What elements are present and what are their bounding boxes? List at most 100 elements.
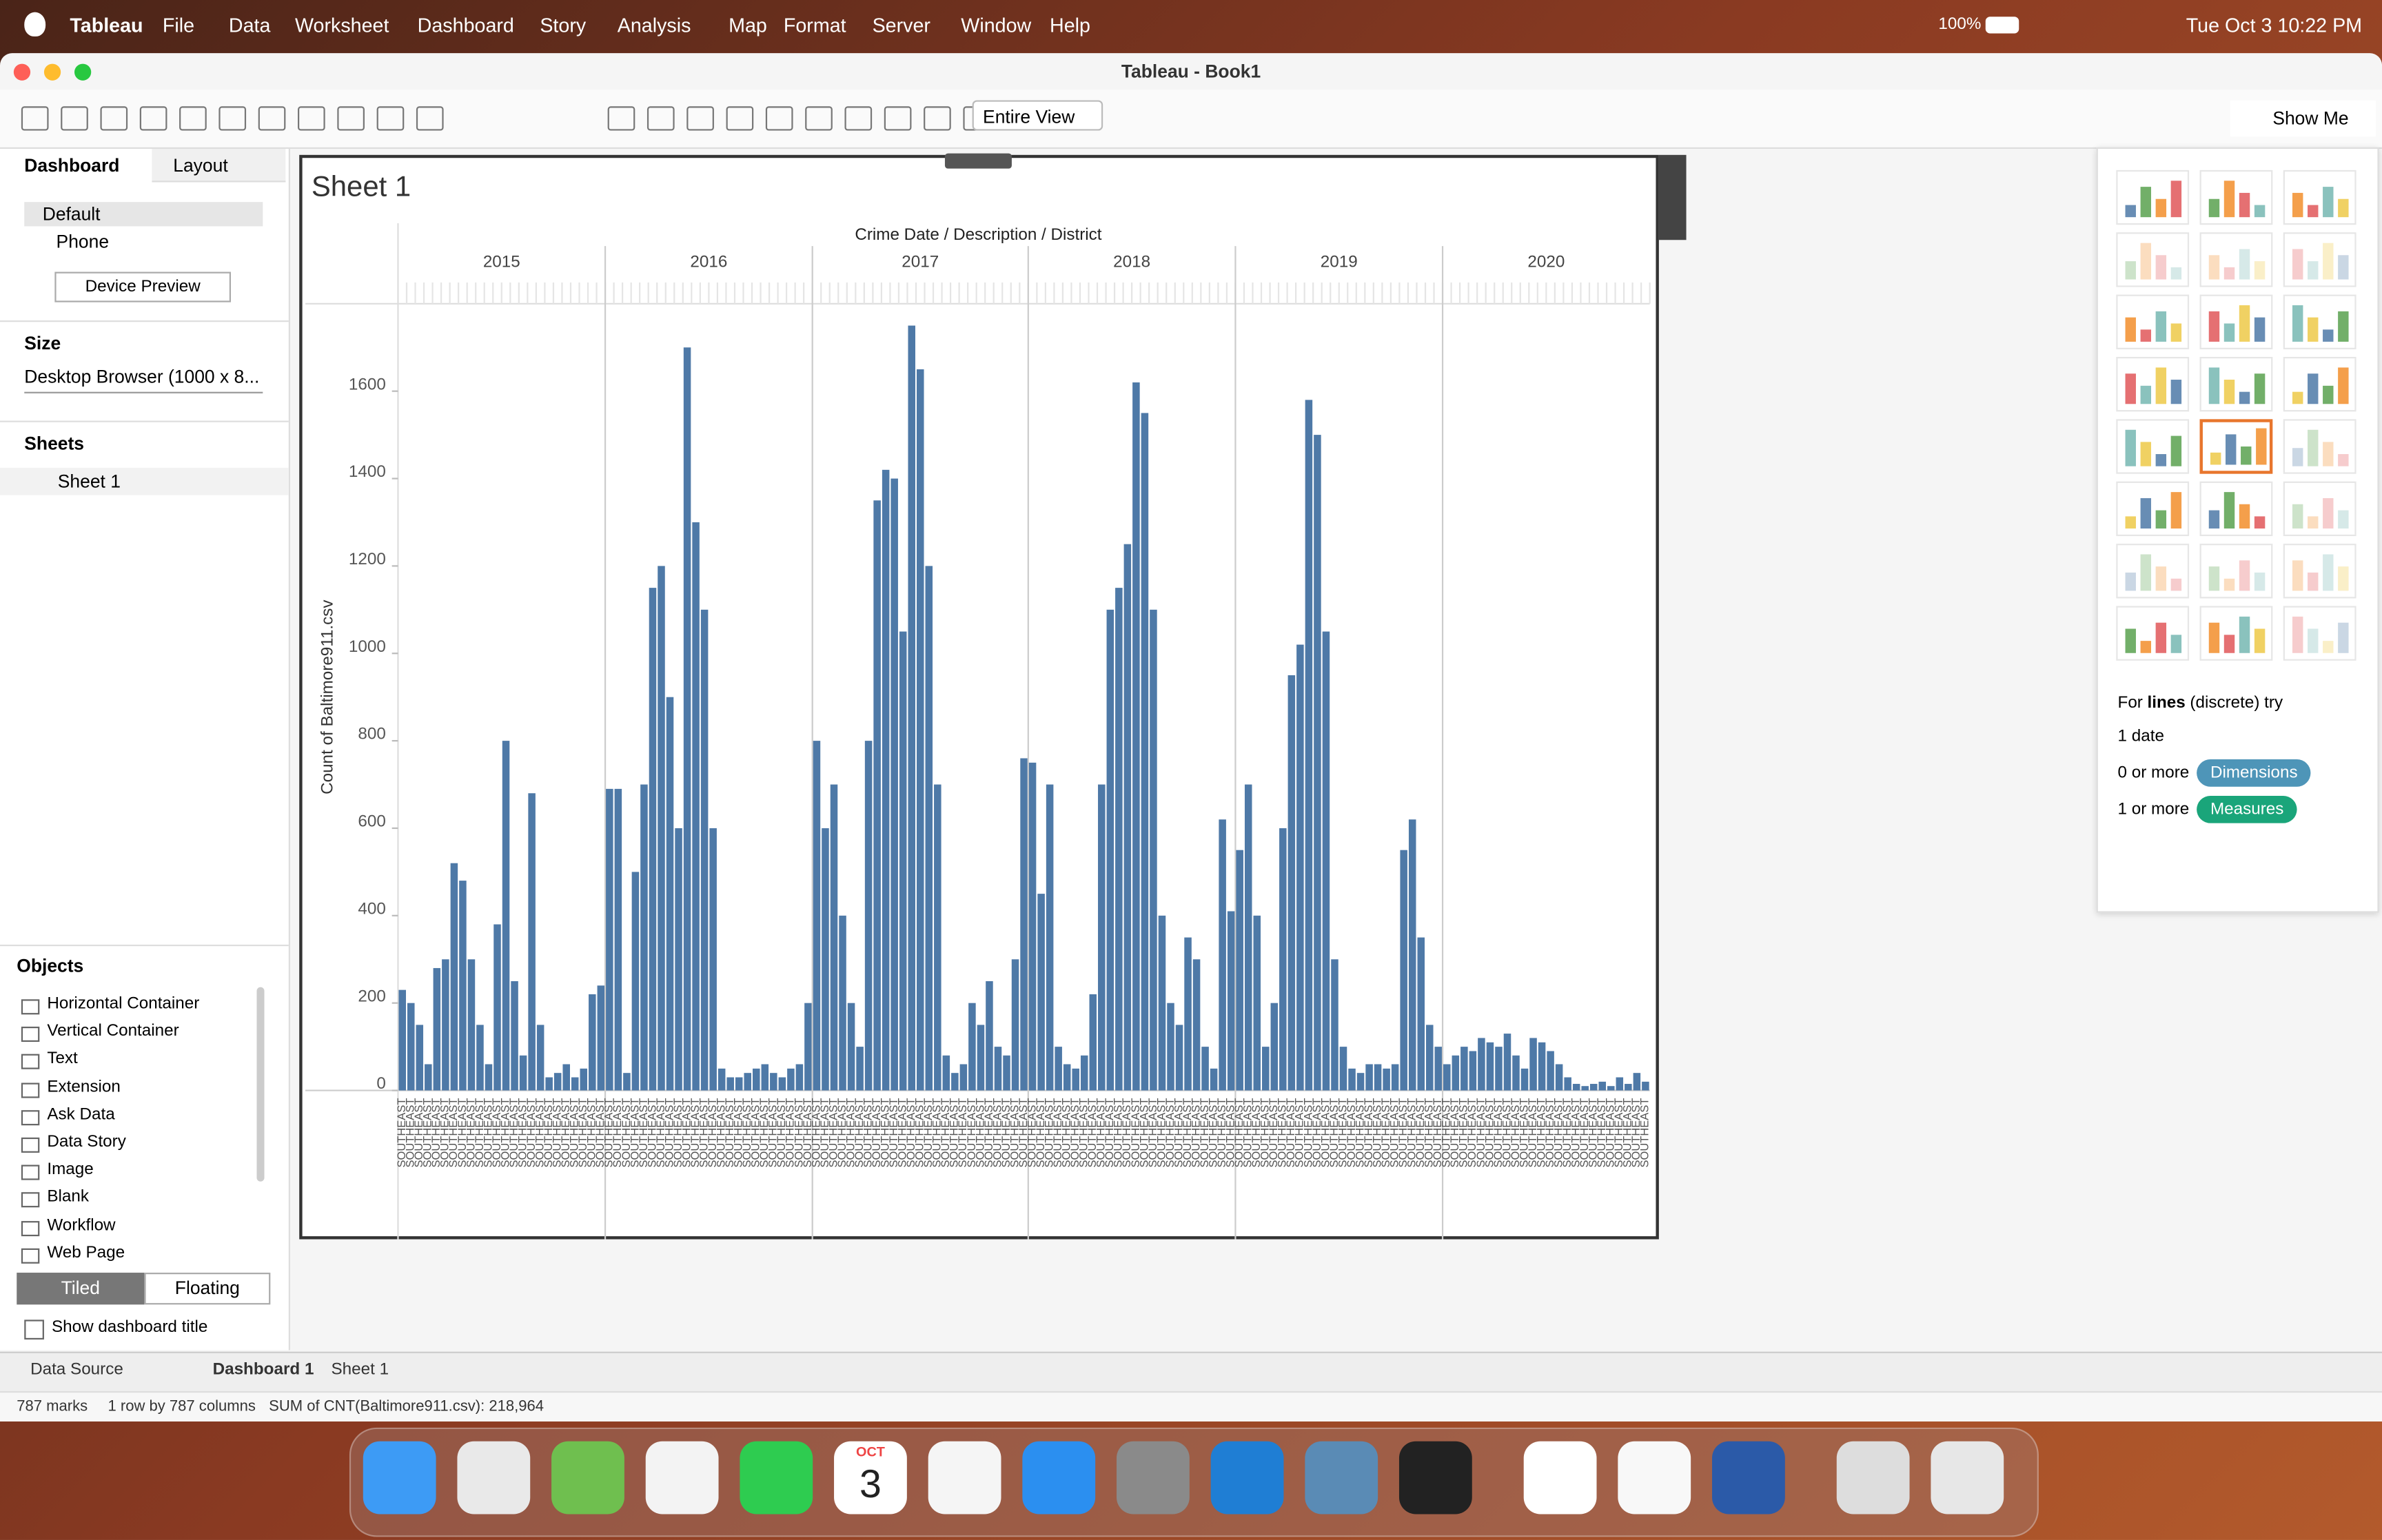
chart-type-tile[interactable]	[2199, 544, 2273, 599]
toolbar-button[interactable]	[337, 106, 365, 131]
chart-type-tile[interactable]	[2116, 606, 2190, 661]
show-me-button[interactable]: Show Me	[2230, 100, 2376, 137]
object-icon[interactable]	[21, 1082, 40, 1098]
checkbox[interactable]	[24, 1320, 44, 1340]
dock-icon[interactable]	[1712, 1441, 1785, 1515]
view-select[interactable]: Entire View	[972, 100, 1103, 131]
panel-tab[interactable]: Dashboard	[24, 154, 120, 176]
dock-icon[interactable]	[551, 1441, 624, 1515]
panel-tab[interactable]: Layout	[152, 149, 286, 183]
dock-icon[interactable]	[1931, 1441, 2004, 1515]
dock-icon[interactable]	[1022, 1441, 1096, 1515]
toolbar-button[interactable]	[258, 106, 286, 131]
toolbar-button[interactable]	[884, 106, 912, 131]
dock-icon[interactable]	[928, 1441, 1001, 1515]
menu-item[interactable]: Worksheet	[295, 13, 389, 37]
toolbar-button[interactable]	[61, 106, 88, 131]
object-icon[interactable]	[21, 1164, 40, 1180]
object-icon[interactable]	[21, 1027, 40, 1043]
chart-type-tile[interactable]	[2116, 419, 2190, 474]
chart-type-tile[interactable]	[2116, 170, 2190, 225]
dock-icon[interactable]	[363, 1441, 436, 1515]
menu-item[interactable]: Analysis	[617, 13, 691, 37]
zone-handle[interactable]	[944, 153, 1012, 169]
chart-type-tile[interactable]	[2116, 544, 2190, 599]
toolbar-button[interactable]	[298, 106, 325, 131]
chart-type-tile[interactable]	[2199, 356, 2273, 412]
dock-icon[interactable]	[1618, 1441, 1691, 1515]
toolbar-button[interactable]	[179, 106, 207, 131]
battery-icon[interactable]	[1985, 17, 2019, 34]
object-item[interactable]: Horizontal Container	[47, 994, 200, 1014]
device-option[interactable]: Phone	[56, 231, 110, 252]
object-item[interactable]: Workflow	[47, 1215, 116, 1235]
menu-item[interactable]: Story	[540, 13, 587, 37]
chart-type-tile[interactable]	[2283, 481, 2356, 537]
chart-type-tile[interactable]	[2283, 419, 2356, 474]
sheet-tab[interactable]: Data Source	[30, 1360, 123, 1379]
sheet-tab[interactable]: Dashboard 1	[212, 1360, 314, 1379]
chart-type-tile[interactable]	[2199, 481, 2273, 537]
chart-type-tile[interactable]	[2283, 170, 2356, 225]
chart-type-tile[interactable]	[2116, 481, 2190, 537]
chart-type-tile[interactable]	[2116, 232, 2190, 287]
menu-item[interactable]: File	[162, 13, 195, 37]
object-item[interactable]: Blank	[47, 1188, 90, 1207]
chart-type-tile[interactable]	[2283, 294, 2356, 349]
window-button[interactable]	[43, 63, 61, 81]
menu-item[interactable]: Window	[961, 13, 1032, 37]
dock-icon[interactable]	[1523, 1441, 1597, 1515]
window-button[interactable]	[13, 63, 31, 81]
size-select[interactable]: Desktop Browser (1000 x 8...	[24, 366, 263, 393]
toolbar-button[interactable]	[924, 106, 951, 131]
clock[interactable]: Tue Oct 3 10:22 PM	[2186, 13, 2363, 37]
chart-type-tile[interactable]	[2283, 606, 2356, 661]
chart-type-tile[interactable]	[2116, 294, 2190, 349]
object-item[interactable]: Web Page	[47, 1243, 125, 1262]
chart-type-tile[interactable]	[2283, 232, 2356, 287]
toolbar-button[interactable]	[686, 106, 714, 131]
app-menu[interactable]: Tableau	[70, 13, 143, 37]
toolbar-button[interactable]	[416, 106, 444, 131]
menu-item[interactable]: Map	[729, 13, 767, 37]
object-icon[interactable]	[21, 1109, 40, 1125]
toolbar-button[interactable]	[21, 106, 49, 131]
dock-icon[interactable]	[1836, 1441, 1910, 1515]
chart-type-tile[interactable]	[2199, 294, 2273, 349]
device-preview-button[interactable]: Device Preview	[54, 271, 232, 302]
chart-type-tile[interactable]	[2283, 544, 2356, 599]
dock-icon[interactable]	[740, 1441, 813, 1515]
menu-item[interactable]: Help	[1050, 13, 1090, 37]
object-item[interactable]: Text	[47, 1049, 78, 1069]
window-button[interactable]	[74, 63, 92, 81]
dock-icon[interactable]	[1398, 1441, 1472, 1515]
dock-icon[interactable]	[1117, 1441, 1190, 1515]
toolbar-button[interactable]	[765, 106, 793, 131]
zone-controls[interactable]	[1658, 154, 1687, 240]
chart-type-tile[interactable]	[2199, 606, 2273, 661]
dock-icon[interactable]	[457, 1441, 531, 1515]
battery-label[interactable]: 100%	[1938, 15, 1982, 34]
device-option[interactable]: Default	[24, 202, 263, 227]
menu-item[interactable]: Format	[783, 13, 846, 37]
sheet-tab[interactable]: Sheet 1	[331, 1360, 389, 1379]
toolbar-button[interactable]	[726, 106, 754, 131]
toolbar-button[interactable]	[647, 106, 675, 131]
object-icon[interactable]	[21, 999, 40, 1015]
toolbar-button[interactable]	[218, 106, 247, 131]
object-icon[interactable]	[21, 1248, 40, 1264]
apple-menu[interactable]	[24, 12, 46, 37]
toolbar-button[interactable]	[139, 106, 167, 131]
sheet-item[interactable]: Sheet 1	[0, 467, 289, 495]
toolbar-button[interactable]	[100, 106, 128, 131]
layout-mode[interactable]: Tiled	[17, 1273, 145, 1305]
chart-type-tile[interactable]	[2199, 232, 2273, 287]
chart-type-tile[interactable]	[2116, 356, 2190, 412]
toolbar-button[interactable]	[844, 106, 873, 131]
toolbar-button[interactable]	[805, 106, 833, 131]
object-item[interactable]: Extension	[47, 1078, 121, 1096]
object-item[interactable]: Data Story	[47, 1133, 126, 1151]
object-item[interactable]: Ask Data	[47, 1105, 115, 1124]
toolbar-button[interactable]	[376, 106, 405, 131]
checkbox-label[interactable]: Show dashboard title	[51, 1318, 208, 1337]
